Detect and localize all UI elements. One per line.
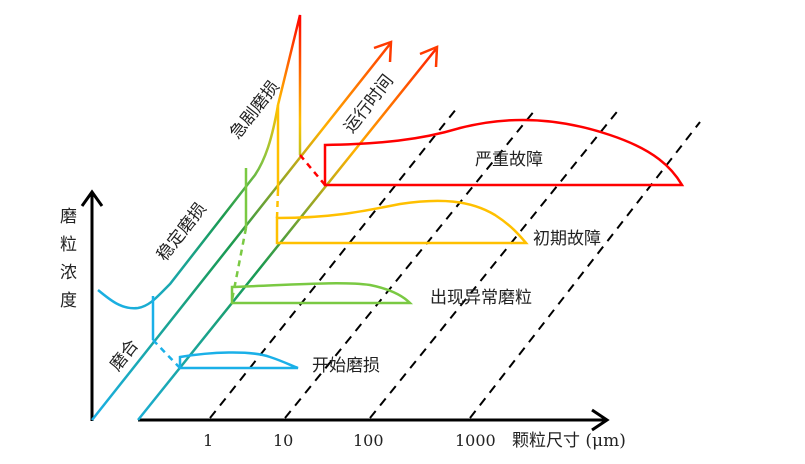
connector-green [230, 227, 248, 301]
gridline-10 [284, 109, 536, 419]
label-abnormal-particles: 出现异常磨粒 [430, 288, 532, 308]
x-axis-label: 颗粒尺寸 (μm) [512, 431, 626, 451]
connector-cyan [152, 339, 181, 369]
gridline-100 [369, 107, 621, 419]
x-tick-1000: 1000 [455, 431, 496, 450]
connector-yellow [275, 189, 280, 219]
connector-red [299, 154, 326, 186]
label-early-fault: 初期故障 [533, 229, 601, 249]
label-severe-wear: 急剧磨损 [226, 77, 284, 143]
x-axis-arrow-icon [591, 408, 610, 432]
x-tick-10: 10 [273, 431, 293, 450]
y-axis-arrow-icon [80, 189, 104, 207]
label-start-wear: 开始磨损 [312, 356, 380, 376]
y-axis-label-4: 度 [60, 291, 77, 311]
label-stable-wear: 稳定磨损 [153, 199, 211, 265]
time-axis-1 [91, 43, 391, 421]
gridline-1 [209, 107, 458, 419]
gridline-1000 [469, 121, 701, 419]
label-serious-fault: 严重故障 [475, 150, 543, 170]
time-axis-2 [137, 48, 437, 421]
y-axis-label-3: 浓 [60, 263, 77, 283]
size-gridlines [209, 107, 701, 419]
distribution-start [178, 351, 299, 370]
time-axis-1-arrow-icon [373, 40, 393, 63]
y-axis-label-2: 粒 [60, 235, 77, 255]
distribution-early-fault [275, 199, 529, 245]
time-axis-2-arrow-icon [419, 45, 439, 68]
distribution-abnormal [230, 282, 414, 305]
wear-curve [97, 14, 302, 310]
label-running-in: 磨合 [106, 336, 143, 375]
y-axis-label-1: 磨 [60, 207, 77, 227]
x-tick-1: 1 [203, 431, 213, 450]
distribution-serious-fault [323, 118, 685, 187]
x-tick-100: 100 [353, 431, 384, 450]
label-running-time: 运行时间 [340, 71, 398, 137]
